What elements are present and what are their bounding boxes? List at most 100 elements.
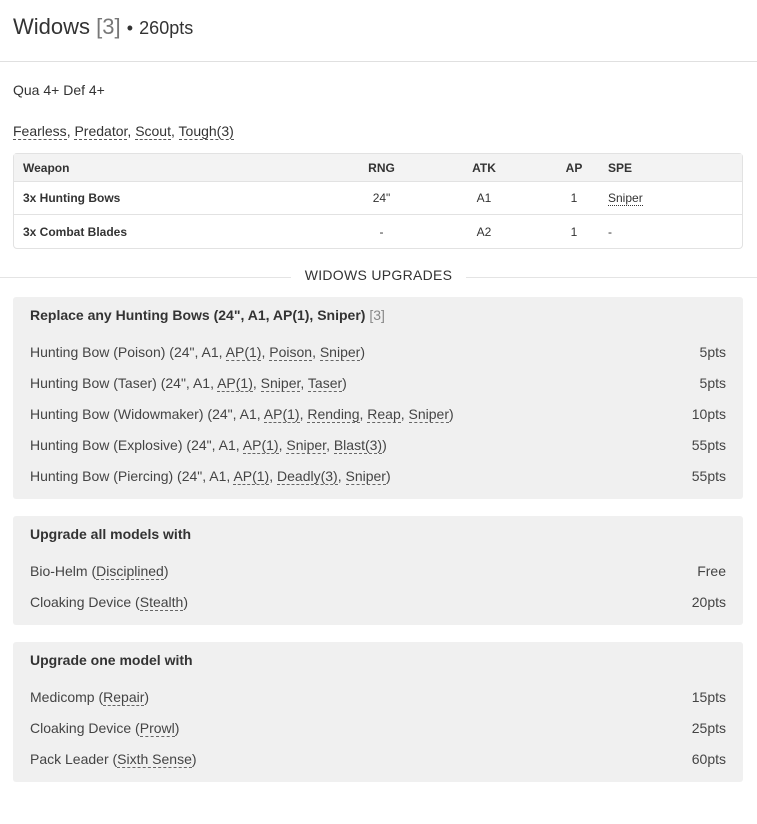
special-rule-link[interactable]: Predator bbox=[74, 123, 128, 140]
weapon-ap: 1 bbox=[549, 182, 599, 215]
upgrade-option-description: Cloaking Device (Prowl) bbox=[30, 719, 180, 737]
upgrade-option-cost: 20pts bbox=[691, 593, 726, 610]
special-rule-link[interactable]: Scout bbox=[135, 123, 171, 140]
column-header-atk: ATK bbox=[419, 154, 549, 182]
special-rule-link[interactable]: Deadly(3) bbox=[277, 467, 338, 485]
upgrade-option-description: Hunting Bow (Piercing) (24", A1, AP(1), … bbox=[30, 467, 391, 485]
weapon-attacks: A1 bbox=[419, 182, 549, 215]
unit-name: Widows bbox=[13, 14, 91, 39]
special-rule-link[interactable]: AP(1) bbox=[263, 405, 300, 423]
table-row: 3x Hunting Bows 24" A1 1 Sniper bbox=[14, 182, 742, 215]
unit-title: Widows [3] • 260pts bbox=[13, 14, 744, 40]
weapon-special: Sniper bbox=[599, 182, 742, 215]
upgrade-option-description: Hunting Bow (Taser) (24", A1, AP(1), Sni… bbox=[30, 374, 347, 392]
unit-points: 260pts bbox=[139, 18, 194, 38]
special-rule-link[interactable]: AP(1) bbox=[233, 467, 270, 485]
upgrade-group-label: Upgrade all models with bbox=[30, 526, 192, 542]
special-rule-link[interactable]: Sniper bbox=[345, 467, 386, 485]
special-rule-link[interactable]: AP(1) bbox=[242, 436, 279, 454]
special-rule-link[interactable]: Stealth bbox=[139, 593, 184, 611]
special-rule-link[interactable]: Prowl bbox=[139, 719, 175, 737]
special-rule-link[interactable]: Rending bbox=[307, 405, 360, 423]
column-header-ap: AP bbox=[549, 154, 599, 182]
upgrade-option-description: Cloaking Device (Stealth) bbox=[30, 593, 188, 611]
special-rules: Fearless, Predator, Scout, Tough(3) bbox=[13, 123, 234, 140]
upgrade-option-cost: 25pts bbox=[691, 719, 726, 736]
upgrade-option-name: Hunting Bow (Poison) bbox=[30, 343, 166, 360]
upgrade-option[interactable]: Cloaking Device (Stealth) 20pts bbox=[30, 586, 726, 617]
upgrade-option-cost: Free bbox=[697, 562, 726, 579]
upgrade-option-description: Bio-Helm (Disciplined) bbox=[30, 562, 169, 580]
special-rule-link[interactable]: Sniper bbox=[260, 374, 301, 392]
upgrade-option-description: Pack Leader (Sixth Sense) bbox=[30, 750, 197, 768]
upgrade-option-cost: 10pts bbox=[691, 405, 726, 422]
bullet: • bbox=[126, 18, 134, 38]
upgrade-option-description: Hunting Bow (Explosive) (24", A1, AP(1),… bbox=[30, 436, 387, 454]
table-row: 3x Combat Blades - A2 1 - bbox=[14, 215, 742, 248]
upgrade-option-name: Medicomp bbox=[30, 688, 95, 705]
upgrade-option-name: Hunting Bow (Piercing) bbox=[30, 467, 174, 484]
upgrade-group-title: Replace any Hunting Bows (24", A1, AP(1)… bbox=[30, 307, 726, 327]
weapon-range: - bbox=[379, 224, 384, 239]
upgrade-group-label: Replace any Hunting Bows (24", A1, AP(1)… bbox=[30, 307, 366, 323]
upgrade-option-name: Cloaking Device bbox=[30, 593, 132, 610]
upgrade-option-name: Cloaking Device bbox=[30, 719, 132, 736]
special-rule-link[interactable]: Tough(3) bbox=[178, 123, 234, 140]
weapons-table: Weapon RNG ATK AP SPE 3x Hunting Bows 24" A1 1 S… bbox=[13, 153, 743, 249]
upgrade-group: Upgrade all models with Bio-Helm (Discipl… bbox=[13, 516, 743, 625]
upgrade-option-name: Hunting Bow (Taser) bbox=[30, 374, 157, 391]
special-rule-link[interactable]: Blast(3) bbox=[333, 436, 383, 454]
special-rule-link[interactable]: Sniper bbox=[319, 343, 361, 361]
column-header-spe: SPE bbox=[599, 154, 742, 182]
upgrade-option-name: Bio-Helm bbox=[30, 562, 88, 579]
upgrades-section-header: WIDOWS UPGRADES bbox=[0, 267, 757, 287]
upgrade-option-params: 24", A1 bbox=[212, 405, 257, 422]
unit-stats: Qua 4+ Def 4+ bbox=[13, 82, 105, 98]
upgrade-option[interactable]: Bio-Helm (Disciplined) Free bbox=[30, 555, 726, 586]
upgrade-option-cost: 55pts bbox=[691, 436, 726, 453]
upgrade-option[interactable]: Cloaking Device (Prowl) 25pts bbox=[30, 712, 726, 743]
weapon-special: - bbox=[608, 224, 612, 239]
upgrade-option[interactable]: Hunting Bow (Piercing) (24", A1, AP(1), … bbox=[30, 460, 726, 491]
upgrade-option-name: Hunting Bow (Widowmaker) bbox=[30, 405, 204, 422]
special-rule-link[interactable]: Disciplined bbox=[96, 562, 164, 580]
special-rule-link[interactable]: Poison bbox=[269, 343, 313, 361]
special-rule-link[interactable]: AP(1) bbox=[225, 343, 262, 361]
upgrade-option-params: 24", A1 bbox=[173, 343, 219, 360]
special-rule-link[interactable]: AP(1) bbox=[217, 374, 253, 392]
special-rule-link[interactable]: Sixth Sense bbox=[117, 750, 192, 768]
upgrade-option[interactable]: Medicomp (Repair) 15pts bbox=[30, 681, 726, 712]
upgrade-group-title: Upgrade one model with bbox=[30, 652, 726, 672]
upgrade-option-cost: 55pts bbox=[691, 467, 726, 484]
upgrade-option-name: Pack Leader bbox=[30, 750, 109, 767]
upgrade-option[interactable]: Pack Leader (Sixth Sense) 60pts bbox=[30, 743, 726, 774]
upgrade-option-name: Hunting Bow (Explosive) bbox=[30, 436, 183, 453]
weapon-name: 3x Combat Blades bbox=[23, 224, 128, 239]
special-rule-link[interactable]: Repair bbox=[103, 688, 145, 706]
special-rule-link[interactable]: Fearless bbox=[13, 123, 67, 140]
special-rule-link[interactable]: Sniper bbox=[608, 191, 643, 206]
weapon-name: 3x Hunting Bows bbox=[14, 182, 344, 215]
table-header-row: Weapon RNG ATK AP SPE bbox=[14, 154, 742, 182]
upgrade-option-params: 24", A1 bbox=[181, 467, 227, 484]
special-rule-link[interactable]: Sniper bbox=[286, 436, 327, 454]
special-rule-link[interactable]: Taser bbox=[307, 374, 343, 392]
upgrade-option-params: 24", A1 bbox=[165, 374, 211, 391]
upgrade-group-title: Upgrade all models with bbox=[30, 526, 726, 546]
upgrade-option-description: Medicomp (Repair) bbox=[30, 688, 150, 706]
unit-size: [3] bbox=[96, 14, 121, 39]
upgrade-option-cost: 15pts bbox=[691, 688, 726, 705]
upgrade-group: Upgrade one model with Medicomp (Repair) 1… bbox=[13, 642, 743, 782]
upgrade-option[interactable]: Hunting Bow (Poison) (24", A1, AP(1), Po… bbox=[30, 336, 726, 367]
upgrades-title: WIDOWS UPGRADES bbox=[290, 267, 467, 283]
special-rule-link[interactable]: Sniper bbox=[408, 405, 449, 423]
upgrade-option-params: 24", A1 bbox=[191, 436, 236, 453]
weapon-range: 24" bbox=[344, 182, 419, 215]
upgrade-option[interactable]: Hunting Bow (Taser) (24", A1, AP(1), Sni… bbox=[30, 367, 726, 398]
weapon-attacks: A2 bbox=[476, 224, 492, 239]
upgrade-option[interactable]: Hunting Bow (Widowmaker) (24", A1, AP(1)… bbox=[30, 398, 726, 429]
special-rule-link[interactable]: Reap bbox=[367, 405, 401, 423]
column-header-rng: RNG bbox=[344, 154, 419, 182]
upgrade-option-cost: 5pts bbox=[699, 374, 726, 391]
upgrade-option[interactable]: Hunting Bow (Explosive) (24", A1, AP(1),… bbox=[30, 429, 726, 460]
